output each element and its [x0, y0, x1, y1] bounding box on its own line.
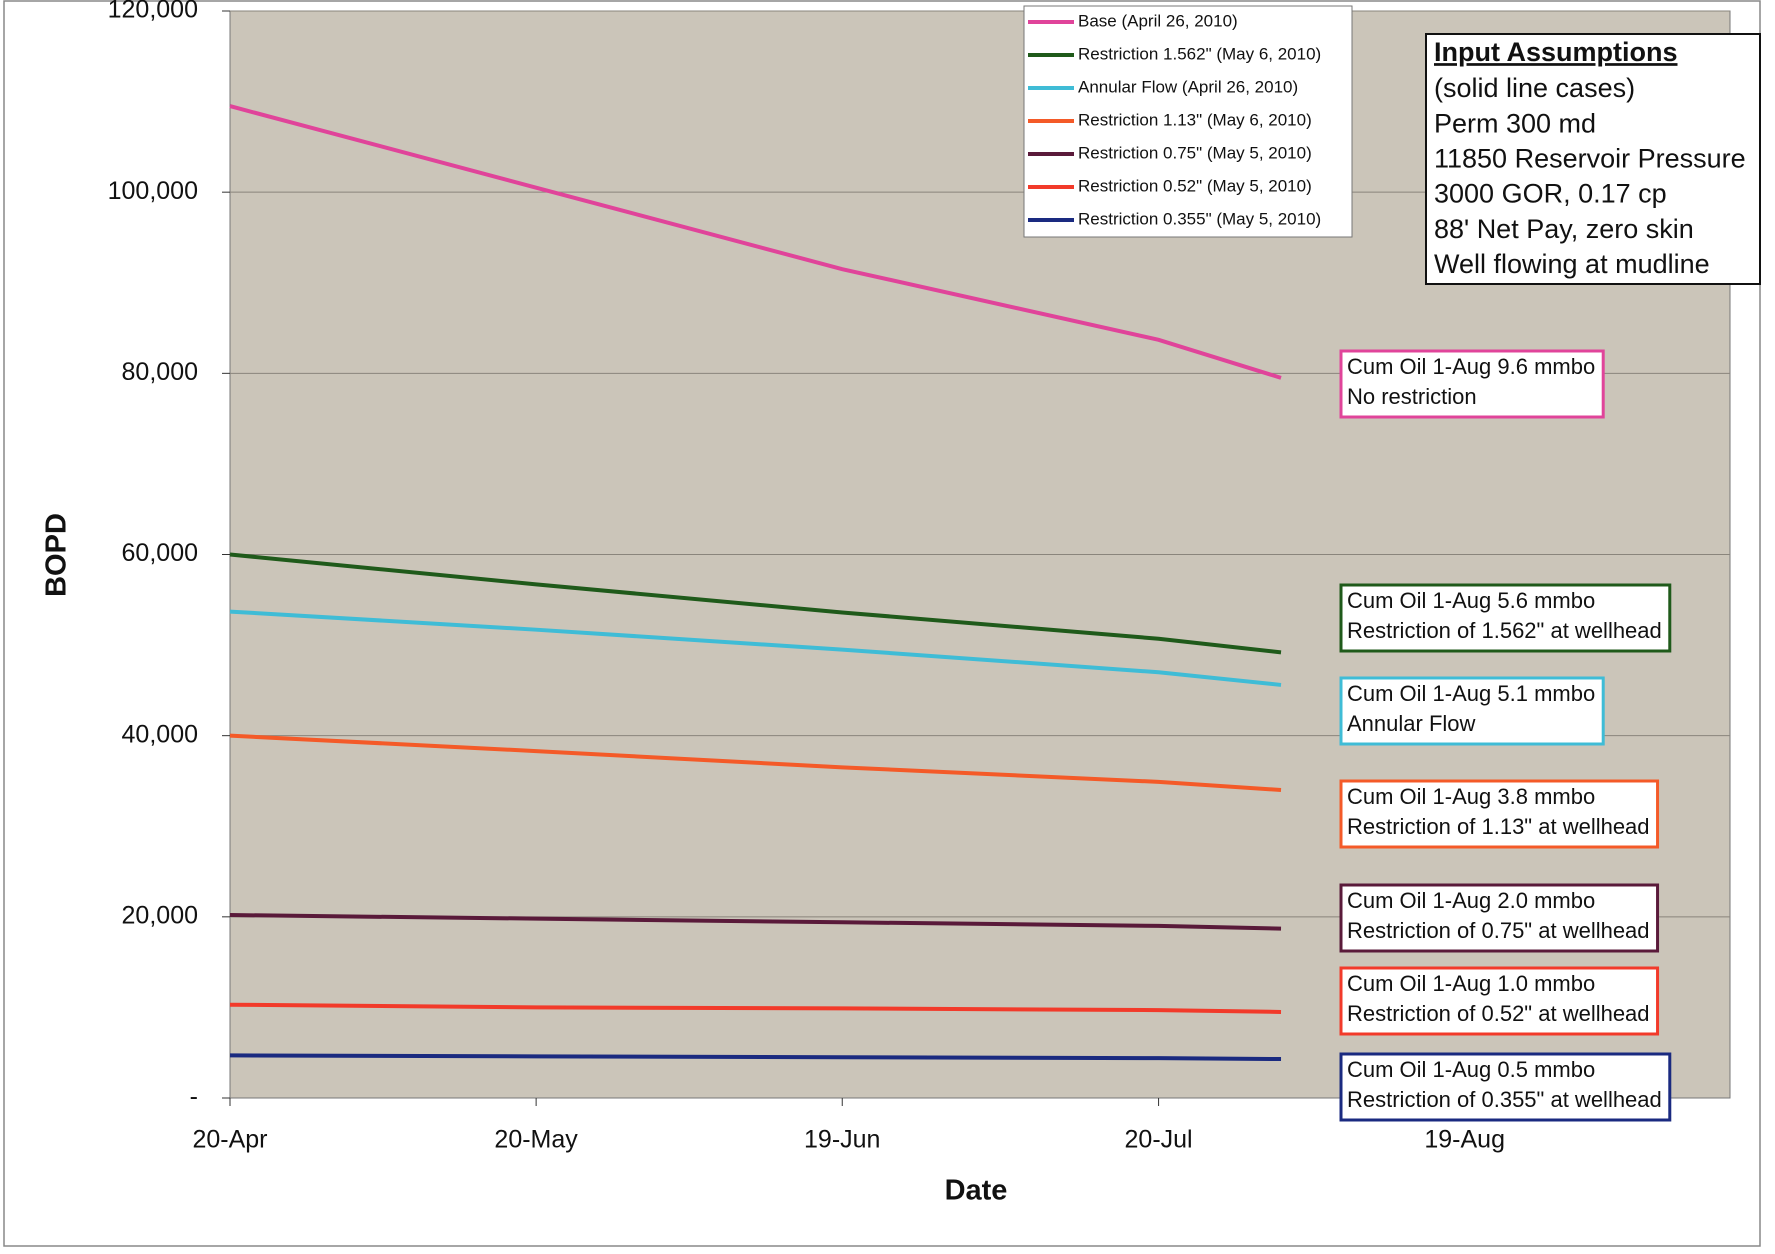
- note-text: Cum Oil 1-Aug 5.6 mmbo: [1347, 588, 1595, 613]
- note-box: [1339, 779, 1660, 849]
- note-box: [1339, 676, 1605, 746]
- note-box: [1339, 1052, 1672, 1122]
- legend-box: [1023, 5, 1353, 238]
- legend-label: Restriction 1.562" (May 6, 2010): [1078, 44, 1321, 63]
- y-tick-label: 60,000: [122, 539, 198, 567]
- y-tick-label: 120,000: [108, 0, 198, 24]
- legend-label: Annular Flow (April 26, 2010): [1078, 77, 1298, 96]
- assumptions-line: Perm 300 md: [1434, 108, 1596, 138]
- assumptions-title: Input Assumptions: [1434, 37, 1678, 67]
- note-box: [1339, 966, 1660, 1036]
- page-frame: [3, 0, 1761, 1247]
- legend-label: Base (April 26, 2010): [1078, 11, 1238, 30]
- x-tick-label: 20-Apr: [192, 1126, 267, 1154]
- series-line: [229, 1002, 1282, 1014]
- note-box: [1339, 349, 1605, 419]
- assumptions-box: [1425, 33, 1761, 285]
- note-text: Restriction of 0.355" at wellhead: [1347, 1087, 1662, 1112]
- note-text: No restriction: [1347, 384, 1477, 409]
- assumptions-line: 3000 GOR, 0.17 cp: [1434, 179, 1667, 209]
- assumptions-line: (solid line cases): [1434, 73, 1635, 103]
- series-line: [229, 104, 1282, 380]
- y-tick-label: -: [190, 1083, 198, 1111]
- legend-label: Restriction 1.13" (May 6, 2010): [1078, 110, 1312, 129]
- assumptions-line: 88' Net Pay, zero skin: [1434, 214, 1694, 244]
- note-text: Cum Oil 1-Aug 3.8 mmbo: [1347, 784, 1595, 809]
- legend-label: Restriction 0.355" (May 5, 2010): [1078, 209, 1321, 228]
- y-tick-label: 40,000: [122, 720, 198, 748]
- note-text: Cum Oil 1-Aug 2.0 mmbo: [1347, 888, 1595, 913]
- note-box: [1339, 883, 1660, 953]
- note-text: Cum Oil 1-Aug 0.5 mmbo: [1347, 1057, 1595, 1082]
- series-line: [229, 609, 1282, 687]
- legend-label: Restriction 0.75" (May 5, 2010): [1078, 143, 1312, 162]
- x-axis-label: Date: [945, 1175, 1008, 1207]
- series-line: [229, 1053, 1282, 1062]
- y-tick-label: 20,000: [122, 901, 198, 929]
- legend-label: Restriction 0.52" (May 5, 2010): [1078, 176, 1312, 195]
- assumptions-line: Well flowing at mudline: [1434, 249, 1710, 279]
- x-tick-label: 20-May: [494, 1126, 578, 1154]
- y-tick-label: 100,000: [108, 177, 198, 205]
- y-tick-label: 80,000: [122, 358, 198, 386]
- x-tick-label: 20-Jul: [1125, 1126, 1193, 1154]
- note-text: Cum Oil 1-Aug 9.6 mmbo: [1347, 354, 1595, 379]
- assumptions-line: 11850 Reservoir Pressure: [1434, 144, 1746, 174]
- note-box: [1339, 583, 1672, 653]
- series-line: [229, 913, 1282, 931]
- note-text: Cum Oil 1-Aug 5.1 mmbo: [1347, 681, 1595, 706]
- note-text: Cum Oil 1-Aug 1.0 mmbo: [1347, 971, 1595, 996]
- x-tick-label: 19-Jun: [804, 1126, 880, 1154]
- note-text: Restriction of 0.75" at wellhead: [1347, 918, 1650, 943]
- x-tick-label: 19-Aug: [1424, 1126, 1505, 1154]
- y-axis-label: BOPD: [41, 513, 73, 597]
- series-line: [229, 733, 1282, 793]
- note-text: Restriction of 0.52" at wellhead: [1347, 1001, 1650, 1026]
- note-text: Restriction of 1.13" at wellhead: [1347, 814, 1650, 839]
- note-text: Annular Flow: [1347, 711, 1476, 736]
- note-text: Restriction of 1.562" at wellhead: [1347, 618, 1662, 643]
- series-line: [229, 552, 1282, 655]
